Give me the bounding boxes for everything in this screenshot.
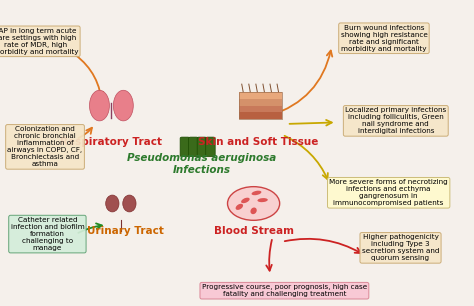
Text: Higher pathogenicity
including Type 3
secretion system and
quorum sensing: Higher pathogenicity including Type 3 se… <box>362 234 439 261</box>
Ellipse shape <box>123 195 136 212</box>
FancyBboxPatch shape <box>197 137 207 157</box>
FancyBboxPatch shape <box>239 99 282 106</box>
Text: Burn wound infections
showing high resistance
rate and significant
morbidity and: Burn wound infections showing high resis… <box>340 25 428 52</box>
Text: Respiratory Tract: Respiratory Tract <box>60 137 163 147</box>
Ellipse shape <box>90 90 109 121</box>
FancyBboxPatch shape <box>239 106 282 113</box>
Ellipse shape <box>236 204 243 210</box>
Ellipse shape <box>241 198 250 203</box>
FancyBboxPatch shape <box>189 137 198 157</box>
Circle shape <box>228 187 280 220</box>
Ellipse shape <box>113 90 133 121</box>
FancyBboxPatch shape <box>180 137 190 157</box>
Text: VAP in long term acute
care settings with high
rate of MDR, high
morbidity and m: VAP in long term acute care settings wit… <box>0 28 78 55</box>
FancyBboxPatch shape <box>239 92 282 99</box>
Ellipse shape <box>106 195 119 212</box>
Text: Catheter related
infection and biofilm
formation
challenging to
manage: Catheter related infection and biofilm f… <box>10 217 84 251</box>
Text: Infections: Infections <box>173 165 230 175</box>
Ellipse shape <box>250 207 257 214</box>
Text: Blood Stream: Blood Stream <box>214 226 293 236</box>
Text: Progressive course, poor prognosis, high case
fatality and challenging treatment: Progressive course, poor prognosis, high… <box>202 284 367 297</box>
FancyBboxPatch shape <box>206 137 215 157</box>
Text: Urinary Tract: Urinary Tract <box>87 226 164 236</box>
Ellipse shape <box>252 191 261 195</box>
Text: Localized primary infections
including folliculitis, Green
nail syndrome and
int: Localized primary infections including f… <box>345 107 447 134</box>
Text: Pseudomonas aeruginosa: Pseudomonas aeruginosa <box>127 153 276 162</box>
FancyBboxPatch shape <box>239 113 282 119</box>
Text: Colonization and
chronic bronchial
inflammation of
airways in COPD, CF,
Bronchie: Colonization and chronic bronchial infla… <box>8 126 82 167</box>
Text: Skin and Soft Tissue: Skin and Soft Tissue <box>198 137 319 147</box>
Ellipse shape <box>257 198 268 202</box>
Text: More severe forms of necrotizing
infections and ecthyma
gangrenosum in
immunocom: More severe forms of necrotizing infecti… <box>329 179 448 206</box>
